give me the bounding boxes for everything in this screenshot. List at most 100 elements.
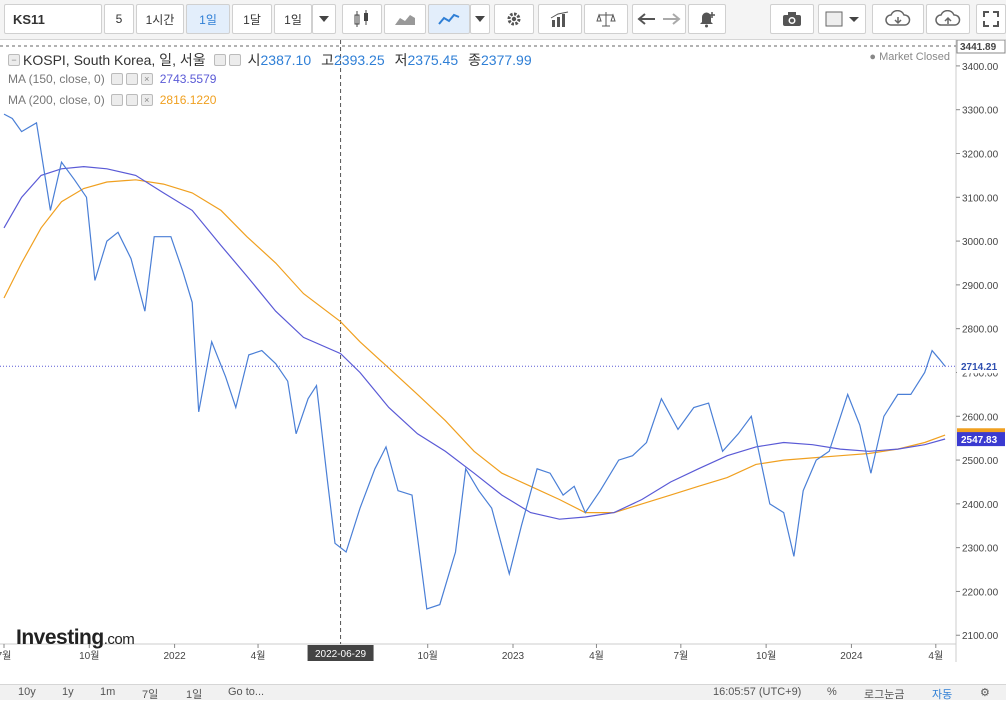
x-tick-label: 7월: [0, 650, 11, 662]
settings-icon[interactable]: [125, 73, 138, 85]
x-tick-label: 4월: [589, 650, 604, 662]
visibility-icon[interactable]: [110, 73, 123, 85]
y-tick-label: 3100.00: [962, 193, 999, 204]
price-chart[interactable]: 2100.00 2200.00 2300.00 2400.00 2500.00 2600.…: [0, 39, 1006, 662]
collapse-toggle[interactable]: −: [8, 54, 20, 66]
x-tick-label: 7월: [673, 650, 688, 662]
symbol-input[interactable]: KS11: [4, 4, 102, 34]
goto-button[interactable]: Go to...: [228, 686, 265, 698]
chart-toolbar: KS11 5 1시간 1일 1달 1일: [0, 0, 1006, 40]
open-value: 2387.10: [260, 52, 312, 68]
range-10y-button[interactable]: 10y: [18, 686, 36, 698]
close-icon[interactable]: ×: [140, 94, 153, 106]
indicators-button[interactable]: [538, 4, 582, 34]
cloud-download-icon: [885, 10, 911, 26]
candlestick-icon: [354, 10, 368, 27]
settings-button[interactable]: [494, 4, 534, 34]
undo-redo-group: [632, 4, 686, 34]
ma200-value: 2816.1220: [159, 93, 217, 107]
max-price-badge-bg: [956, 39, 1006, 54]
auto-scale-toggle[interactable]: 자동: [932, 689, 953, 701]
logo-suffix: .com: [103, 631, 135, 648]
fullscreen-button[interactable]: [976, 4, 1006, 34]
y-tick-label: 2600.00: [962, 412, 999, 423]
last-price-badge: 2714.21: [961, 362, 998, 373]
y-tick-label: 3000.00: [962, 237, 999, 248]
range-1y-button[interactable]: 1y: [62, 686, 74, 698]
candle-chart-button[interactable]: [342, 4, 382, 34]
series-title: KOSPI, South Korea, 일, 서울: [23, 52, 206, 68]
open-label: 시: [247, 52, 261, 68]
investing-logo: Investing.com: [16, 626, 135, 650]
main-legend: − KOSPI, South Korea, 일, 서울 시 2387.10 고 …: [8, 50, 538, 70]
range-1m-button[interactable]: 1m: [100, 686, 116, 698]
visibility-icon[interactable]: [110, 94, 123, 106]
x-tick-label: 2023: [502, 651, 525, 662]
y-tick-label: 3300.00: [962, 106, 999, 117]
ma150-label: MA (150, close, 0): [8, 72, 105, 86]
compare-button[interactable]: [584, 4, 628, 34]
y-tick-label: 3200.00: [962, 149, 999, 160]
range-month-button[interactable]: 1달: [232, 4, 272, 34]
percent-toggle[interactable]: %: [827, 686, 837, 698]
screenshot-button[interactable]: [770, 4, 814, 34]
ma150-legend: MA (150, close, 0) × 2743.5579: [8, 72, 216, 86]
gear-icon[interactable]: ⚙: [980, 687, 990, 699]
clock-time: 16:05:57 (UTC+9): [713, 686, 802, 698]
settings-icon[interactable]: [125, 94, 138, 106]
y-tick-label: 2900.00: [962, 281, 999, 292]
crosshair-date-label: 2022-06-29: [315, 649, 367, 660]
fullscreen-icon: [983, 11, 999, 27]
price-line: [3, 113, 946, 610]
y-tick-label: 2200.00: [962, 587, 999, 598]
range-day-button[interactable]: 1일: [186, 4, 230, 34]
range-day2-button[interactable]: 1일: [274, 4, 312, 34]
area-chart-icon: [395, 15, 415, 25]
low-value: 2375.45: [407, 52, 459, 68]
cloud-upload-icon: [935, 10, 961, 26]
x-tick-label: 2024: [840, 651, 863, 662]
x-tick-label: 2022: [163, 651, 186, 662]
y-tick-label: 2300.00: [962, 544, 999, 555]
range-7d-button[interactable]: 7일: [142, 689, 159, 701]
x-tick-label: 4월: [251, 650, 266, 662]
ma150-badge-bg: [957, 432, 1005, 447]
x-tick-label: 10월: [418, 650, 438, 662]
range-dropdown-button[interactable]: [312, 4, 336, 34]
undo-redo-icon[interactable]: [637, 11, 681, 27]
market-status: ● Market Closed: [869, 51, 950, 63]
y-tick-label: 2400.00: [962, 500, 999, 511]
ma150-line: [3, 165, 946, 520]
log-scale-toggle[interactable]: 로그눈금: [864, 689, 905, 701]
y-tick-label: 2500.00: [962, 456, 999, 467]
chevron-down-icon: [475, 16, 485, 22]
interval-value[interactable]: 5: [104, 4, 134, 34]
visibility-icon[interactable]: [213, 54, 226, 66]
settings-icon[interactable]: [228, 54, 241, 66]
save-chart-button[interactable]: [926, 4, 970, 34]
interval-hour-button[interactable]: 1시간: [136, 4, 184, 34]
high-value: 2393.25: [334, 52, 385, 68]
last-price-badge-bg: [957, 359, 1005, 374]
x-tick-label: 4월: [928, 650, 943, 662]
chart-type-dropdown[interactable]: [470, 4, 490, 34]
chart-area[interactable]: 2100.00 2200.00 2300.00 2400.00 2500.00 2600.…: [0, 39, 1006, 662]
close-icon[interactable]: ×: [140, 73, 153, 85]
gear-icon: [507, 12, 521, 26]
rectangle-tool-icon: [825, 11, 859, 27]
max-price-badge: 3441.89: [960, 42, 997, 53]
high-label: 고: [321, 52, 334, 68]
bell-plus-icon: [700, 12, 715, 28]
scale-icon: [596, 12, 616, 27]
ma200-legend: MA (200, close, 0) × 2816.1220: [8, 93, 216, 107]
camera-icon: [783, 12, 801, 26]
y-tick-label: 2700.00: [962, 368, 999, 379]
alert-button[interactable]: [688, 4, 726, 34]
area-chart-button[interactable]: [384, 4, 426, 34]
load-chart-button[interactable]: [872, 4, 924, 34]
line-chart-button[interactable]: [428, 4, 470, 34]
bottom-bar: 10y 1y 1m 7일 1일 Go to... 16:05:57 (UTC+9…: [0, 684, 1006, 701]
range-1d-button[interactable]: 1일: [186, 689, 203, 701]
x-tick-label: 10월: [79, 650, 99, 662]
drawing-tools-button[interactable]: [818, 4, 866, 34]
